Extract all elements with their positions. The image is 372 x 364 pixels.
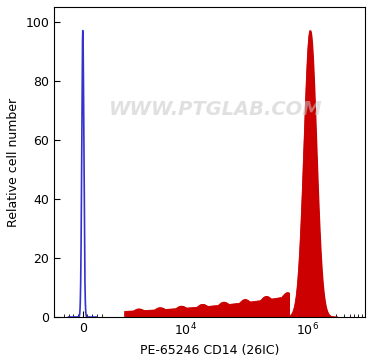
Y-axis label: Relative cell number: Relative cell number [7,98,20,226]
X-axis label: PE-65246 CD14 (26IC): PE-65246 CD14 (26IC) [140,344,279,357]
Text: WWW.PTGLAB.COM: WWW.PTGLAB.COM [109,100,323,119]
